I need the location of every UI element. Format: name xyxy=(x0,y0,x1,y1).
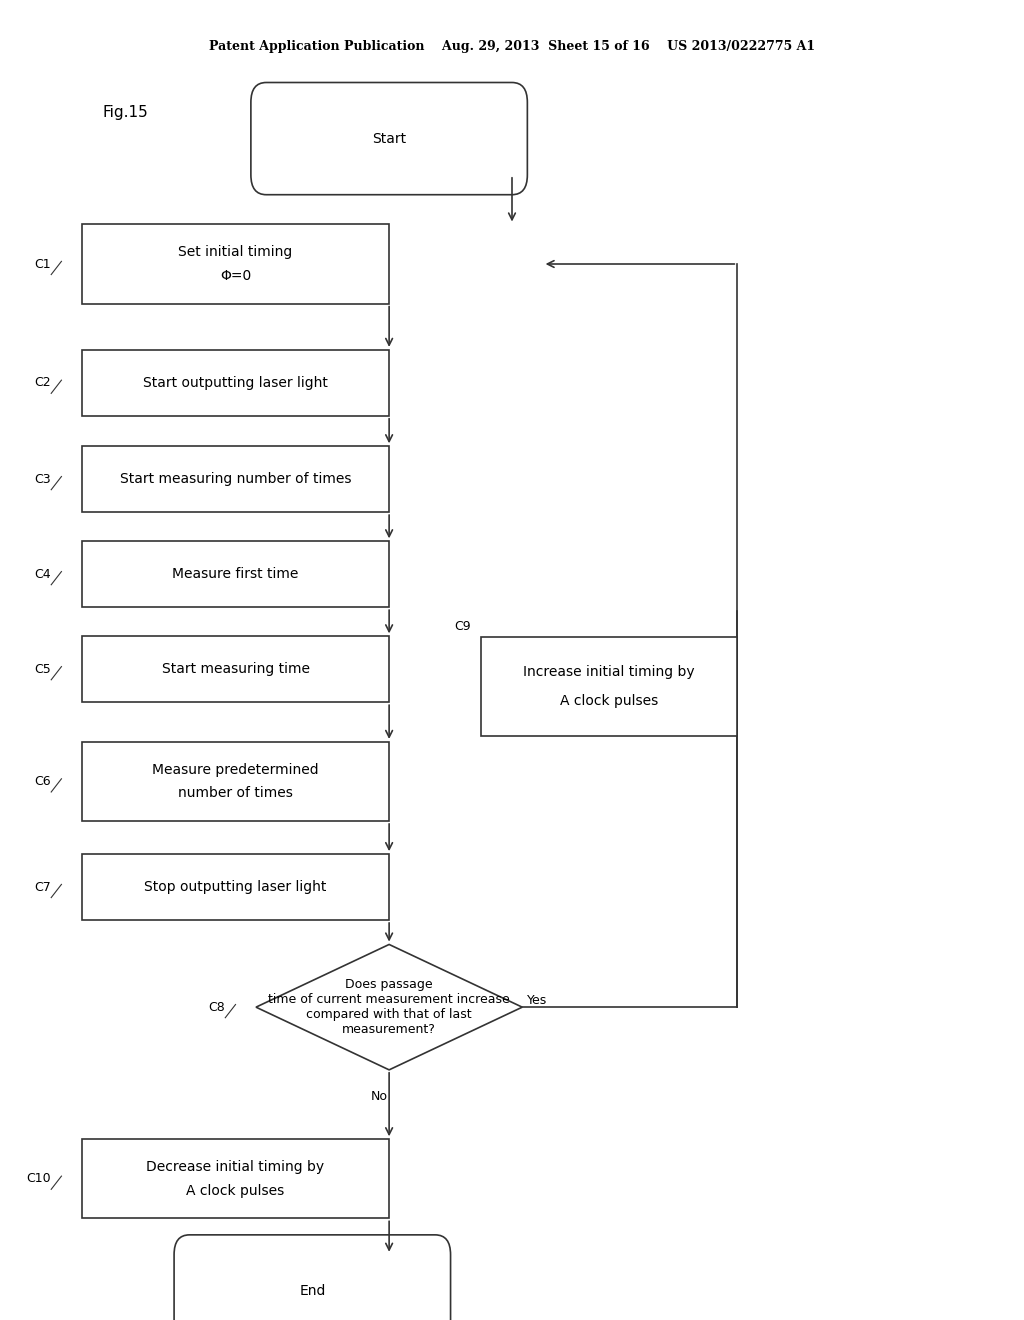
Bar xyxy=(481,638,737,737)
Text: Start measuring number of times: Start measuring number of times xyxy=(120,473,351,486)
Text: Increase initial timing by: Increase initial timing by xyxy=(523,664,695,678)
Polygon shape xyxy=(256,945,522,1069)
Text: A clock pulses: A clock pulses xyxy=(186,1184,285,1197)
Bar xyxy=(82,742,389,821)
Text: Stop outputting laser light: Stop outputting laser light xyxy=(144,880,327,894)
Text: number of times: number of times xyxy=(178,787,293,800)
Text: C4: C4 xyxy=(35,568,51,581)
FancyBboxPatch shape xyxy=(174,1236,451,1320)
Text: Measure first time: Measure first time xyxy=(172,568,299,581)
Text: Start measuring time: Start measuring time xyxy=(162,663,309,676)
Text: Does passage
time of current measurement increase
compared with that of last
mea: Does passage time of current measurement… xyxy=(268,978,510,1036)
Bar xyxy=(82,541,389,607)
Text: C10: C10 xyxy=(27,1172,51,1185)
Bar xyxy=(82,1139,389,1218)
Text: C6: C6 xyxy=(35,775,51,788)
FancyBboxPatch shape xyxy=(251,82,527,195)
Text: End: End xyxy=(299,1284,326,1298)
Text: Patent Application Publication    Aug. 29, 2013  Sheet 15 of 16    US 2013/02227: Patent Application Publication Aug. 29, … xyxy=(209,40,815,53)
Bar xyxy=(82,854,389,920)
Text: Set initial timing: Set initial timing xyxy=(178,246,293,259)
Text: C8: C8 xyxy=(209,1001,225,1014)
Text: C5: C5 xyxy=(35,663,51,676)
Bar xyxy=(82,224,389,304)
Text: Φ=0: Φ=0 xyxy=(220,269,251,282)
Text: Start outputting laser light: Start outputting laser light xyxy=(143,376,328,389)
Text: No: No xyxy=(371,1090,387,1102)
Text: C3: C3 xyxy=(35,473,51,486)
Text: Fig.15: Fig.15 xyxy=(102,104,148,120)
Text: C2: C2 xyxy=(35,376,51,389)
Text: Yes: Yes xyxy=(527,994,548,1007)
Text: Decrease initial timing by: Decrease initial timing by xyxy=(146,1160,325,1173)
Text: C9: C9 xyxy=(455,620,471,634)
Text: C7: C7 xyxy=(35,880,51,894)
Bar xyxy=(82,446,389,512)
Text: Start: Start xyxy=(372,132,407,145)
Text: C1: C1 xyxy=(35,257,51,271)
Bar xyxy=(82,636,389,702)
Bar xyxy=(82,350,389,416)
Text: A clock pulses: A clock pulses xyxy=(560,694,658,709)
Text: Measure predetermined: Measure predetermined xyxy=(153,763,318,776)
